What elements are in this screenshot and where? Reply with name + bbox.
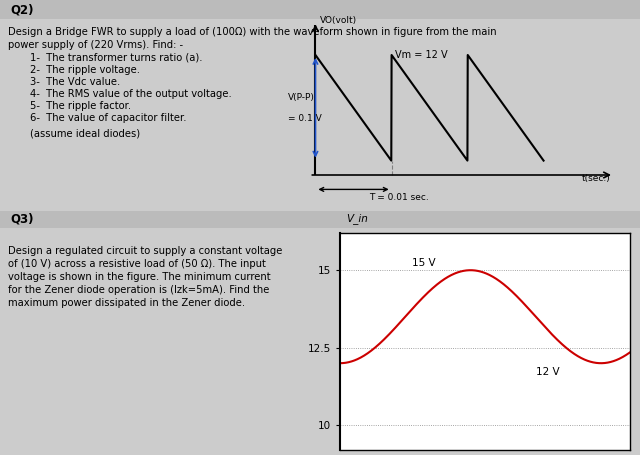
Text: of (10 V) across a resistive load of (50 Ω). The input: of (10 V) across a resistive load of (50… xyxy=(8,259,266,269)
Text: 5-  The ripple factor.: 5- The ripple factor. xyxy=(30,101,131,111)
Text: (assume ideal diodes): (assume ideal diodes) xyxy=(30,129,140,139)
Text: 3-  The Vdc value.: 3- The Vdc value. xyxy=(30,77,120,87)
Text: 15 V: 15 V xyxy=(413,258,436,268)
Text: for the Zener diode operation is (Izk=5mA). Find the: for the Zener diode operation is (Izk=5m… xyxy=(8,285,269,295)
Text: V_in: V_in xyxy=(346,213,367,224)
Text: maximum power dissipated in the Zener diode.: maximum power dissipated in the Zener di… xyxy=(8,298,245,308)
Text: Vm = 12 V: Vm = 12 V xyxy=(395,50,447,60)
Text: V(P-P): V(P-P) xyxy=(288,93,315,102)
Text: t(sec.): t(sec.) xyxy=(582,174,611,183)
Text: = 0.1 V: = 0.1 V xyxy=(288,114,322,123)
Text: voltage is shown in the figure. The minimum current: voltage is shown in the figure. The mini… xyxy=(8,272,271,282)
Text: 1-  The transformer turns ratio (a).: 1- The transformer turns ratio (a). xyxy=(30,53,202,63)
Text: 6-  The value of capacitor filter.: 6- The value of capacitor filter. xyxy=(30,113,186,123)
Text: 2-  The ripple voltage.: 2- The ripple voltage. xyxy=(30,65,140,75)
Text: power supply of (220 Vrms). Find: -: power supply of (220 Vrms). Find: - xyxy=(8,40,183,50)
Text: 4-  The RMS value of the output voltage.: 4- The RMS value of the output voltage. xyxy=(30,89,232,99)
Text: Design a Bridge FWR to supply a load of (100Ω) with the waveform shown in figure: Design a Bridge FWR to supply a load of … xyxy=(8,27,497,37)
Text: Design a regulated circuit to supply a constant voltage: Design a regulated circuit to supply a c… xyxy=(8,246,282,256)
Text: Q2): Q2) xyxy=(10,4,33,16)
Text: Q3): Q3) xyxy=(10,213,33,226)
Text: 12 V: 12 V xyxy=(536,367,559,377)
Text: VO(volt): VO(volt) xyxy=(320,16,357,25)
Text: T = 0.01 sec.: T = 0.01 sec. xyxy=(369,193,429,202)
